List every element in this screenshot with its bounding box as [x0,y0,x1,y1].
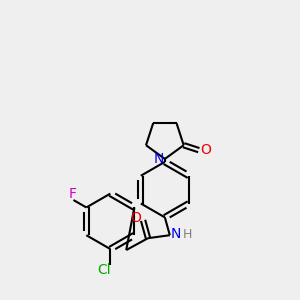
Text: N: N [154,152,164,166]
Text: O: O [200,143,211,157]
Text: H: H [183,228,192,241]
Text: F: F [68,187,76,201]
Text: Cl: Cl [98,263,111,277]
Text: N: N [171,227,181,241]
Text: O: O [131,212,142,225]
